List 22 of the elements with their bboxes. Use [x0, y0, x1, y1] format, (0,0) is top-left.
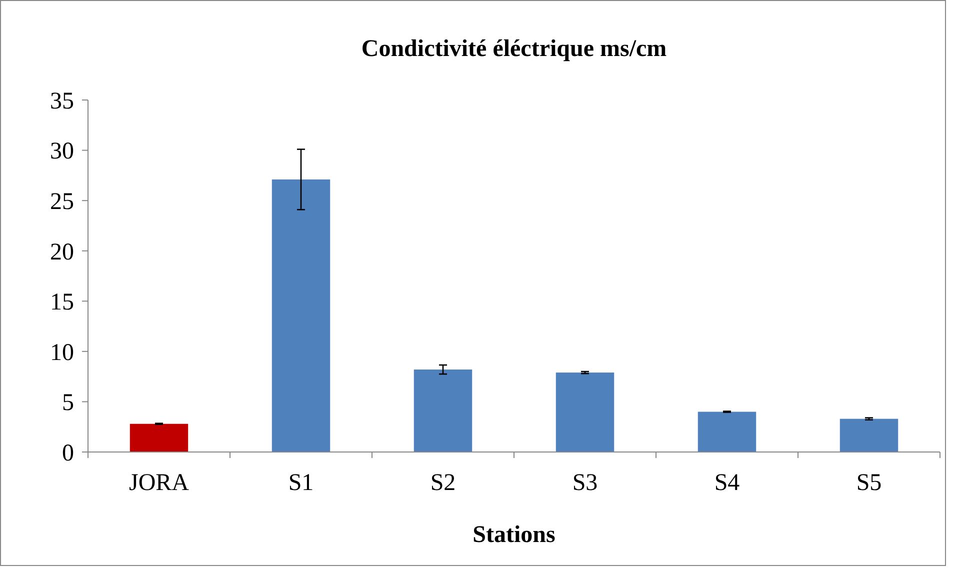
y-tick-label: 10 — [50, 340, 74, 366]
x-tick-label: S2 — [430, 470, 456, 496]
y-tick-label: 15 — [50, 290, 74, 316]
x-axis-title: Stations — [472, 522, 556, 548]
x-tick-label: JORA — [128, 470, 190, 496]
bar — [130, 424, 188, 452]
y-tick-label: 35 — [50, 88, 74, 114]
bar — [414, 370, 472, 452]
x-tick-label: S4 — [714, 470, 740, 496]
y-tick-label: 20 — [50, 239, 74, 266]
x-tick-label: S5 — [856, 470, 882, 496]
bar — [272, 179, 330, 452]
y-tick-label: 5 — [62, 390, 74, 416]
y-tick-label: 30 — [50, 138, 74, 165]
bar — [698, 412, 756, 452]
x-tick-label: S1 — [288, 470, 314, 496]
chart-title: Condictivité éléctrique ms/cm — [361, 36, 667, 62]
y-tick-label: 0 — [62, 440, 74, 466]
bar — [556, 372, 614, 452]
y-tick-label: 25 — [50, 188, 74, 215]
x-tick-label: S3 — [572, 470, 598, 496]
bar — [840, 418, 898, 452]
